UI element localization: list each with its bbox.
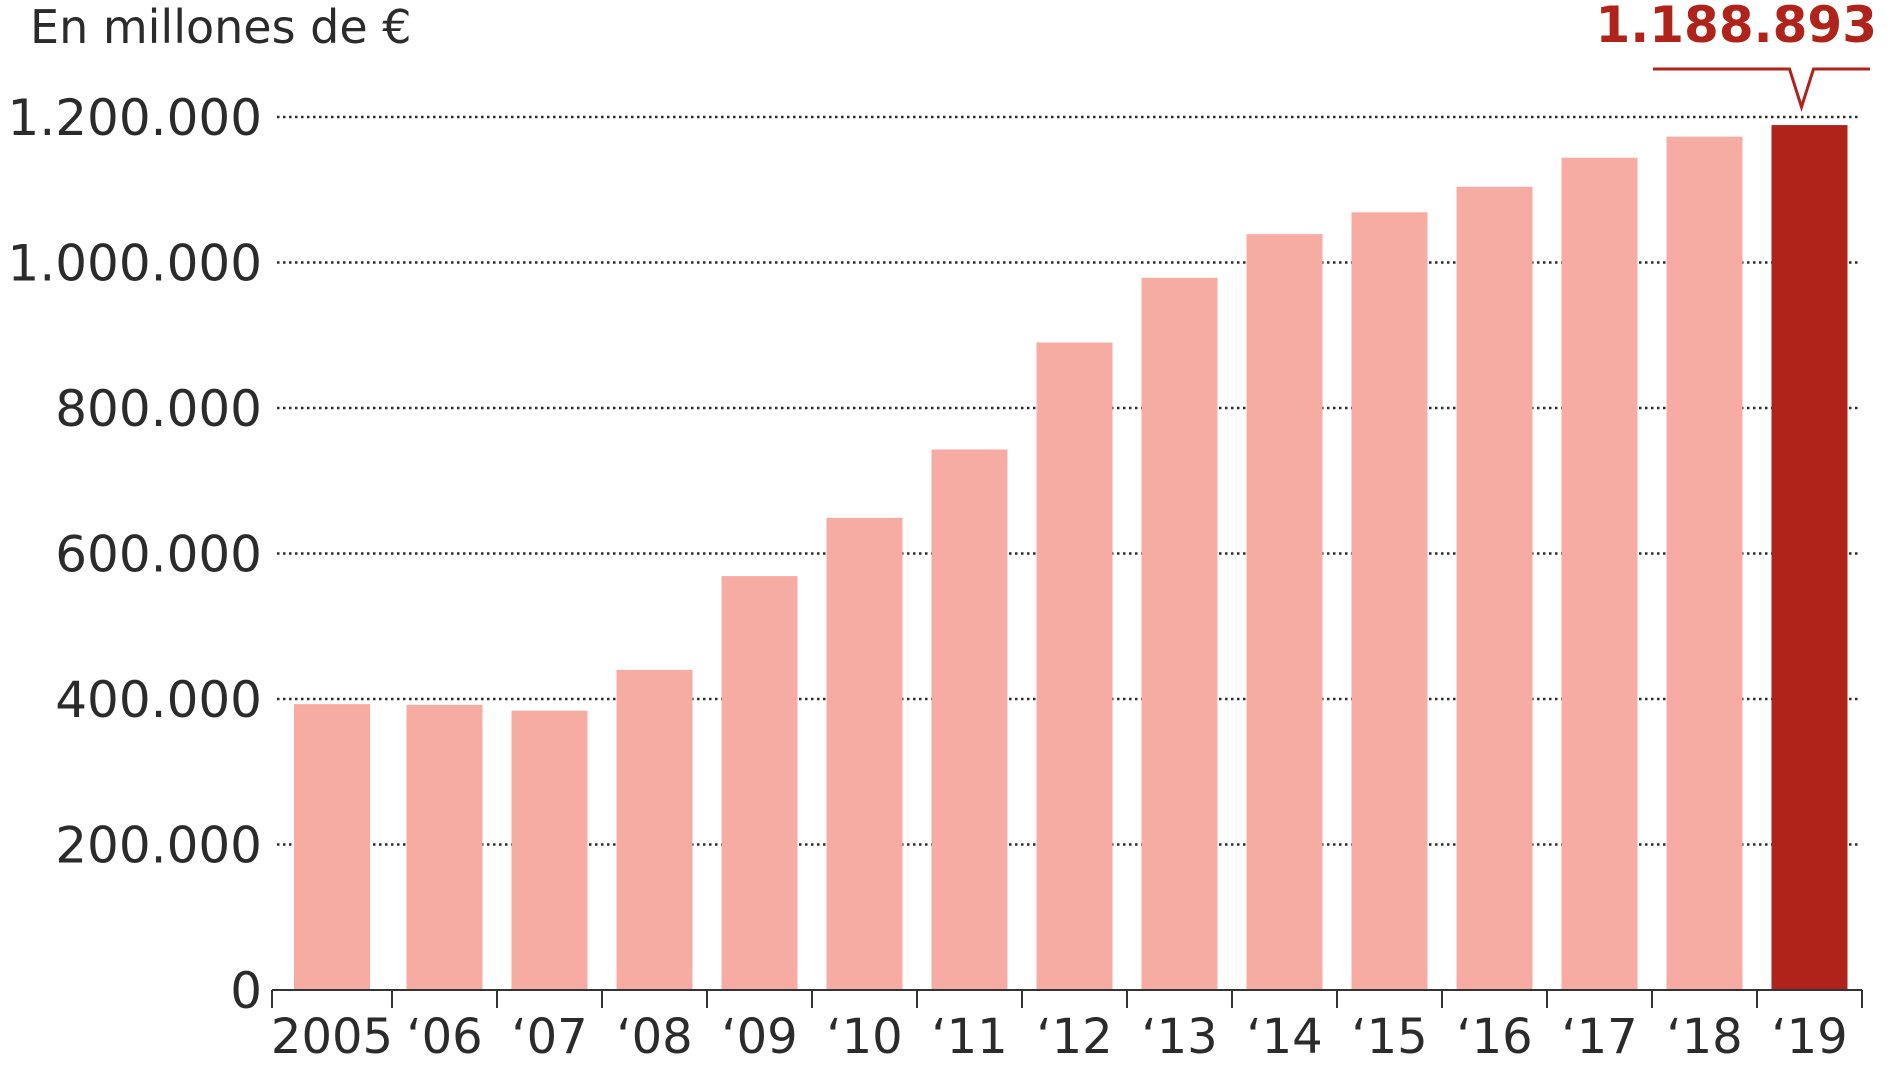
x-axis: [271, 989, 1863, 1008]
y-axis-ticks: 0 200.000 400.000 600.000 800.000 1.000.000 1.…: [8, 89, 262, 1020]
x-tick-label: ‘13: [1141, 1009, 1217, 1065]
bar: [1666, 136, 1743, 990]
y-tick-label: 0: [230, 962, 262, 1020]
x-tick-label: ‘07: [511, 1009, 587, 1065]
bar: [406, 704, 483, 990]
x-tick-label: ‘18: [1666, 1009, 1742, 1065]
y-tick-label: 200.000: [55, 817, 262, 875]
bar: [1036, 342, 1113, 990]
callout-pointer: [1653, 67, 1870, 112]
bar: [1456, 186, 1533, 991]
x-axis-ticks: 2005 ‘06 ‘07 ‘08 ‘09 ‘10 ‘11 ‘12 ‘13 ‘14 ‘15 ‘16 ‘17…: [271, 1009, 1848, 1065]
x-tick-label: ‘19: [1771, 1009, 1847, 1065]
bar: [1351, 212, 1428, 991]
x-tick-label: ‘10: [826, 1009, 902, 1065]
bar: [1561, 157, 1638, 991]
x-tick-label: ‘15: [1351, 1009, 1427, 1065]
bar: [294, 704, 370, 990]
x-tick-label: ‘16: [1456, 1009, 1532, 1065]
bar: [616, 669, 693, 990]
x-tick-label: ‘14: [1246, 1009, 1322, 1065]
y-tick-label: 600.000: [55, 526, 262, 584]
x-tick-label: ‘06: [406, 1009, 482, 1065]
bars: [294, 125, 1848, 991]
x-tick-label: ‘09: [721, 1009, 797, 1065]
y-tick-label: 1.200.000: [8, 89, 262, 147]
bar: [1141, 277, 1218, 991]
x-tick-label: ‘12: [1036, 1009, 1112, 1065]
bar: [826, 517, 903, 990]
bar: [511, 710, 588, 990]
unit-label: En millones de €: [30, 0, 412, 54]
highlight-callout: 1.188.893: [1595, 0, 1877, 112]
y-tick-label: 800.000: [55, 380, 262, 438]
x-tick-label: ‘08: [616, 1009, 692, 1065]
bar: [931, 449, 1008, 990]
y-tick-label: 1.000.000: [8, 235, 262, 293]
highlight-value-label: 1.188.893: [1595, 0, 1877, 54]
bar: [1246, 234, 1323, 990]
y-tick-label: 400.000: [55, 671, 262, 729]
x-tick-label: 2005: [271, 1009, 393, 1065]
bar: [721, 576, 798, 990]
x-tick-label: ‘17: [1561, 1009, 1637, 1065]
x-tick-label: ‘11: [931, 1009, 1007, 1065]
bar-highlighted: [1771, 125, 1848, 991]
